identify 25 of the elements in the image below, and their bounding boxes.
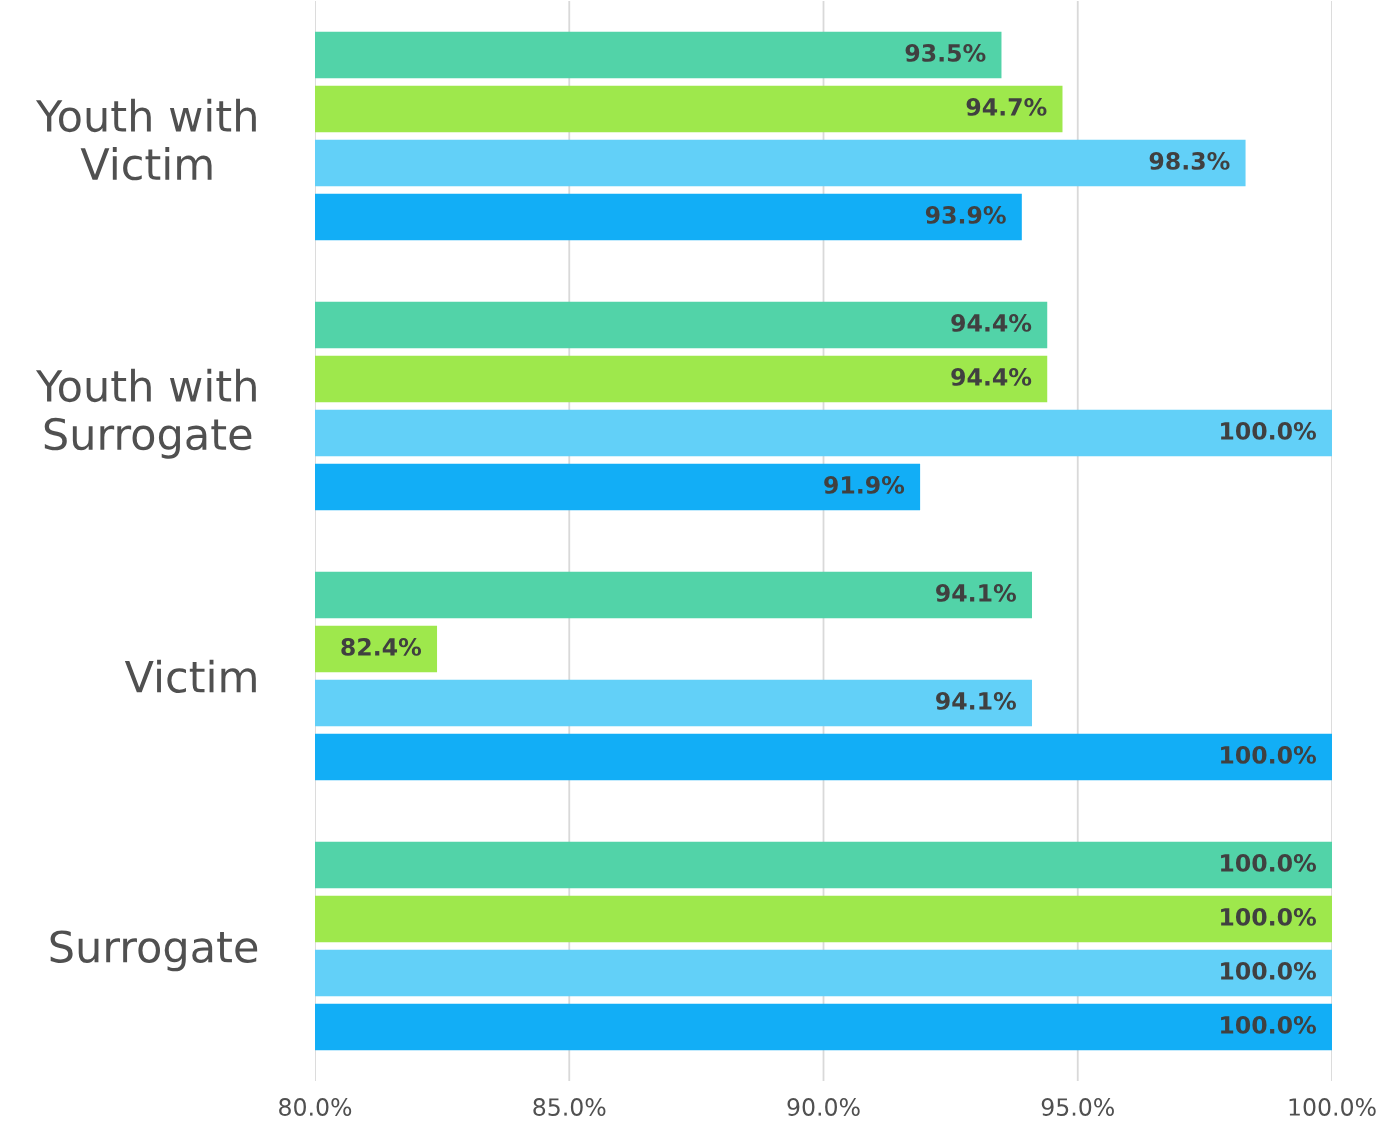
data-label: 100.0%: [1221, 907, 1316, 926]
y-tick-label: Youth with Victim: [35, 98, 256, 181]
data-label: 98.3%: [1149, 151, 1230, 170]
y-tick-label: Youth with Surrogate: [35, 368, 256, 459]
data-label: 94.1%: [936, 691, 1016, 710]
data-label: 100.0%: [1221, 1015, 1316, 1034]
data-label: 100.0%: [1221, 745, 1316, 764]
x-tick-label: 85.0%: [533, 1098, 606, 1116]
y-tick-label: Victim: [124, 659, 256, 693]
data-label: 93.5%: [905, 43, 986, 62]
data-label: 100.0%: [1221, 961, 1316, 980]
data-label: 94.7%: [966, 97, 1047, 116]
y-tick-label: Surrogate: [50, 930, 258, 972]
data-label: 100.0%: [1221, 421, 1316, 440]
x-tick-label: 100.0%: [1289, 1098, 1376, 1116]
x-tick-label: 95.0%: [1041, 1098, 1114, 1116]
data-label: 94.4%: [951, 367, 1032, 386]
x-tick-label: 80.0%: [279, 1098, 352, 1116]
data-label: 100.0%: [1221, 853, 1316, 872]
data-label: 91.9%: [824, 475, 905, 494]
data-label: 94.1%: [936, 583, 1016, 602]
x-tick-label: 90.0%: [787, 1098, 860, 1116]
data-label: 94.4%: [951, 313, 1032, 332]
data-label: 82.4%: [341, 637, 422, 656]
data-label: 93.9%: [925, 205, 1006, 224]
